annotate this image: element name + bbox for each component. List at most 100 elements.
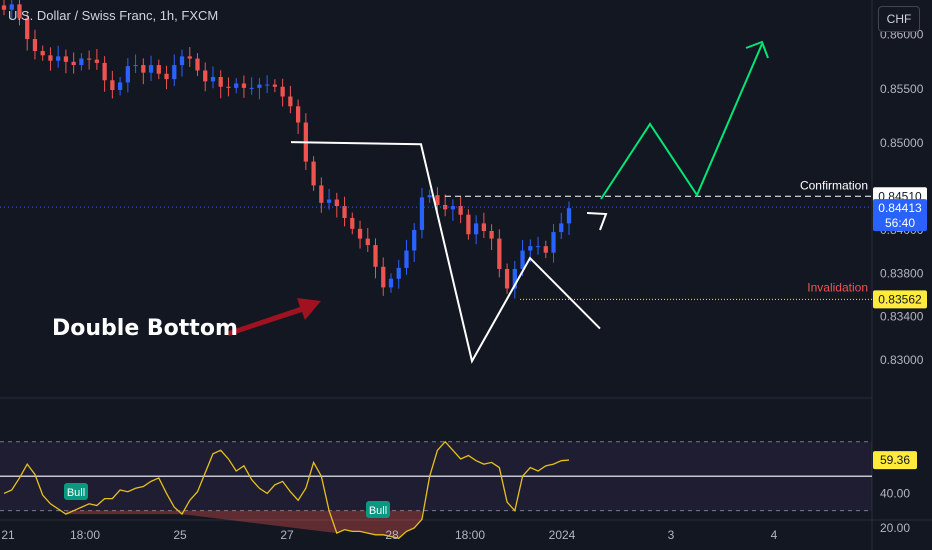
- candle-body: [257, 84, 262, 88]
- candle: [319, 177, 324, 213]
- time-tick-label: 3: [668, 528, 675, 542]
- candle: [396, 259, 401, 289]
- bull-label: Bull: [369, 505, 387, 517]
- candle: [272, 79, 278, 93]
- candle-body: [102, 62, 107, 81]
- candle-body: [311, 161, 316, 186]
- candle-body: [466, 214, 471, 235]
- candle-body: [172, 65, 177, 80]
- candle-body: [412, 229, 417, 251]
- candle: [566, 201, 572, 235]
- candle-body: [357, 228, 363, 239]
- candle: [187, 47, 192, 68]
- candle-body: [179, 56, 185, 66]
- candle: [497, 229, 502, 278]
- pattern-arrow: [226, 298, 321, 336]
- candle: [357, 220, 363, 249]
- candle: [56, 45, 61, 68]
- candle-body: [365, 238, 370, 246]
- candle: [218, 70, 223, 99]
- candle-body: [25, 18, 30, 40]
- candle: [342, 196, 347, 227]
- price-tick-label: 0.83400: [880, 310, 924, 324]
- candle-body: [272, 84, 278, 87]
- candle-body: [497, 238, 502, 269]
- candle: [427, 189, 432, 203]
- candle: [164, 65, 169, 90]
- candle: [280, 78, 285, 107]
- last-price: 0.84413: [878, 201, 922, 215]
- candle: [32, 29, 38, 60]
- bull-label-badge: [366, 501, 390, 518]
- candle-body: [156, 65, 161, 74]
- candle-body: [551, 232, 556, 253]
- price-tick-label: 0.85000: [880, 136, 924, 150]
- candle: [249, 77, 254, 95]
- candle-body: [226, 86, 231, 88]
- candle: [25, 11, 30, 51]
- time-tick-label: 4: [771, 528, 778, 542]
- candle-body: [63, 56, 69, 62]
- bar-countdown: 56:40: [885, 216, 915, 230]
- candle: [133, 54, 138, 74]
- candle-body: [164, 73, 169, 80]
- candle: [110, 70, 115, 99]
- rsi-tick-label: 20.00: [880, 521, 910, 535]
- candle-body: [117, 82, 123, 91]
- price-tick-label: 0.83800: [880, 266, 924, 280]
- double-bottom-drawing: [290, 141, 601, 364]
- time-tick-label: 25: [173, 528, 187, 542]
- candle: [381, 257, 386, 296]
- candle-body: [125, 66, 130, 83]
- candle: [443, 194, 448, 217]
- candle-body: [512, 268, 517, 289]
- candle-body: [141, 65, 146, 73]
- candle: [295, 99, 301, 135]
- candle: [326, 188, 332, 210]
- candle-body: [71, 61, 76, 66]
- invalidation-price-tag: [873, 290, 927, 309]
- invalidation-label: Invalidation: [807, 280, 868, 294]
- candle: [241, 75, 247, 98]
- candle-body: [396, 267, 401, 279]
- double-bottom-arrowhead: [586, 212, 608, 231]
- candle: [87, 50, 92, 70]
- candle-body: [40, 50, 45, 56]
- candle: [210, 66, 216, 89]
- bull-label: Bull: [67, 487, 85, 499]
- pattern-label: Double Bottom: [52, 316, 238, 341]
- candle-body: [210, 76, 216, 82]
- candle: [17, 0, 22, 26]
- candle-body: [288, 96, 293, 107]
- candle: [350, 212, 355, 235]
- candle: [234, 78, 239, 94]
- candle-body: [350, 217, 355, 229]
- currency-button[interactable]: CHF: [878, 6, 920, 32]
- candle-body: [559, 223, 564, 233]
- candle-body: [32, 39, 38, 51]
- candle-body: [427, 195, 432, 198]
- candle-body: [535, 246, 541, 248]
- candle: [195, 53, 200, 76]
- candle-body: [195, 58, 200, 71]
- candle: [257, 77, 262, 100]
- candle: [265, 75, 270, 94]
- candle-body: [187, 56, 192, 59]
- candle: [117, 76, 123, 96]
- symbol-title[interactable]: U.S. Dollar / Swiss Franc, 1h, FXCM: [8, 8, 219, 23]
- bull-label-badge: [64, 483, 88, 500]
- time-tick-label: 2024: [549, 528, 576, 542]
- candle-body: [241, 83, 247, 88]
- candle: [156, 59, 161, 80]
- candle-body: [1, 5, 7, 10]
- candle: [559, 212, 564, 240]
- rsi-tick-label: 40.00: [880, 486, 910, 500]
- candle-body: [326, 199, 332, 203]
- candle-body: [48, 55, 53, 61]
- candle-body: [543, 246, 548, 253]
- candle-body: [388, 278, 394, 288]
- candle: [535, 236, 541, 255]
- rsi-value-tag: [873, 451, 917, 470]
